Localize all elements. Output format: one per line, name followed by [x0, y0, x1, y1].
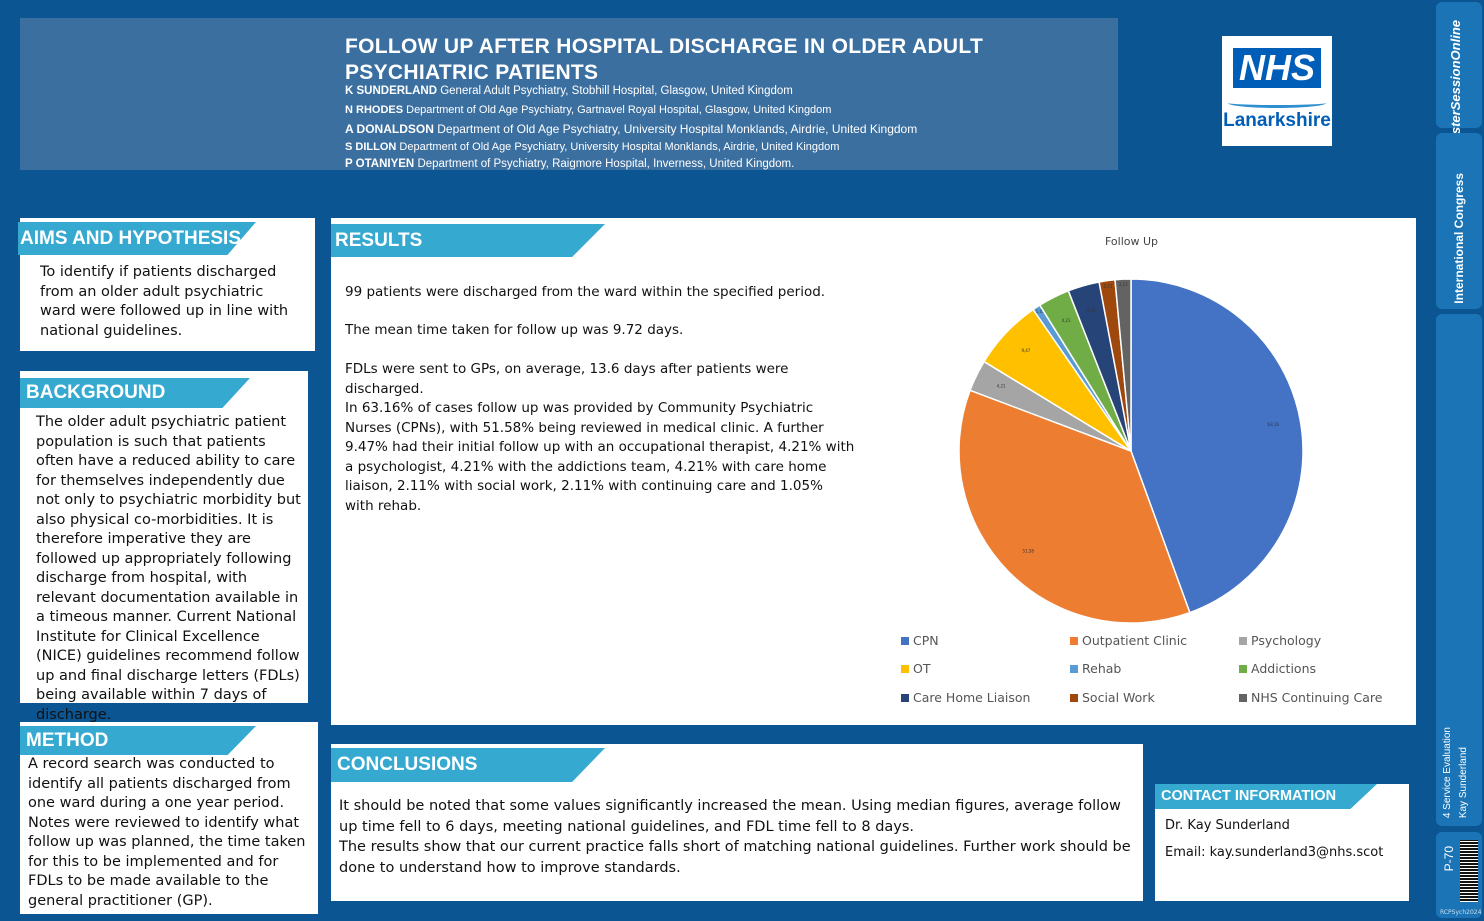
- legend-swatch: [1070, 637, 1078, 645]
- pie-data-label: 1,05: [1036, 309, 1045, 314]
- international-congress-logo: International Congress: [1436, 133, 1482, 309]
- pie-slice-nhs-continuing-care: [1114, 278, 1132, 452]
- legend-item: Psychology: [1239, 633, 1321, 648]
- background-text: The older adult psychiatric patient popu…: [36, 414, 301, 723]
- contact-heading: CONTACT INFORMATION: [1155, 784, 1377, 809]
- legend-label: Outpatient Clinic: [1082, 633, 1188, 648]
- legend-label: Social Work: [1082, 690, 1155, 705]
- legend-label: OT: [913, 661, 931, 676]
- method-heading: METHOD: [20, 726, 256, 755]
- legend-label: Psychology: [1251, 633, 1322, 648]
- legend-swatch: [901, 694, 909, 702]
- results-text-2: The mean time taken for follow up was 9.…: [345, 322, 684, 338]
- legend-label: NHS Continuing Care: [1251, 690, 1383, 705]
- contact-name: Dr. Kay Sunderland: [1165, 818, 1290, 833]
- pie-data-label: 2,11: [1104, 283, 1113, 288]
- conclusions-text-1: It should be noted that some values sign…: [339, 798, 1121, 835]
- nhs-lanarkshire-logo: NHS Lanarkshire: [1222, 36, 1332, 146]
- conclusions-heading: CONCLUSIONS: [331, 748, 605, 782]
- legend-label: Addictions: [1251, 661, 1317, 676]
- legend-item: Outpatient Clinic: [1070, 633, 1187, 648]
- poster-session-online-logo[interactable]: PosterSessionOnline: [1436, 2, 1482, 151]
- poster-info-panel: 4 Service Evaluation Kay Sunderland: [1436, 314, 1482, 826]
- poster-title: FOLLOW UP AFTER HOSPITAL DISCHARGE IN OL…: [345, 35, 984, 84]
- pie-data-label: 4,21: [1062, 318, 1071, 323]
- results-text-1: 99 patients were discharged from the war…: [345, 284, 826, 300]
- legend-label: Care Home Liaison: [913, 690, 1031, 705]
- pie-slice-cpn: [1130, 278, 1304, 614]
- aims-text: To identify if patients discharged from …: [40, 264, 289, 339]
- aims-heading: AIMS AND HYPOTHESIS: [18, 222, 256, 255]
- author-5: P OTANIYEN Department of Psychiatry, Rai…: [345, 158, 795, 170]
- legend-item: Care Home Liaison: [901, 690, 1030, 705]
- results-heading: RESULTS: [331, 224, 605, 257]
- pie-data-label: 4,21: [997, 384, 1006, 389]
- legend-item: NHS Continuing Care: [1239, 690, 1382, 705]
- pie-chart: 63,16 51,58 4,21 9,47 1,05 4,21 4,21 2,11 2,11: [958, 278, 1304, 624]
- pie-data-label: 4,21: [1087, 308, 1096, 313]
- legend-swatch: [1239, 637, 1247, 645]
- contact-email[interactable]: Email: kay.sunderland3@nhs.scot: [1165, 845, 1384, 860]
- legend-swatch: [901, 637, 909, 645]
- chart-title: Follow Up: [1105, 235, 1159, 248]
- author-3: A DONALDSON Department of Old Age Psychi…: [345, 122, 918, 136]
- poster-id-panel: P-70 RCPSych2024: [1436, 832, 1482, 918]
- legend-item: OT: [901, 661, 930, 676]
- conclusions-text-2: The results show that our current practi…: [339, 839, 1131, 876]
- legend-item: Rehab: [1070, 661, 1121, 676]
- legend-item: Addictions: [1239, 661, 1316, 676]
- legend-label: CPN: [913, 633, 939, 648]
- background-heading: BACKGROUND: [20, 378, 250, 408]
- legend-swatch: [901, 665, 909, 673]
- legend-swatch: [1239, 665, 1247, 673]
- legend-swatch: [1239, 694, 1247, 702]
- barcode: [1460, 840, 1478, 902]
- header-banner: [20, 18, 1118, 170]
- author-4: S DILLON Department of Old Age Psychiatr…: [345, 141, 840, 153]
- results-text-3: FDLs were sent to GPs, on average, 13.6 …: [345, 361, 789, 397]
- results-text-4: In 63.16% of cases follow up was provide…: [345, 400, 855, 514]
- legend-item: CPN: [901, 633, 939, 648]
- legend-swatch: [1070, 694, 1078, 702]
- legend-swatch: [1070, 665, 1078, 673]
- pie-data-label: 2,11: [1119, 282, 1128, 287]
- author-2: N RHODES Department of Old Age Psychiatr…: [345, 104, 832, 116]
- method-text: A record search was conducted to identif…: [28, 756, 306, 909]
- pie-data-label: 51,58: [1023, 549, 1035, 554]
- background-panel: [20, 371, 308, 703]
- legend-item: Social Work: [1070, 690, 1155, 705]
- legend-label: Rehab: [1082, 661, 1122, 676]
- pie-slice-outpatient-clinic: [958, 389, 1191, 624]
- pie-data-label: 63,16: [1268, 422, 1280, 427]
- author-1: K SUNDERLAND General Adult Psychiatry, S…: [345, 85, 793, 97]
- pie-data-label: 9,47: [1021, 348, 1030, 353]
